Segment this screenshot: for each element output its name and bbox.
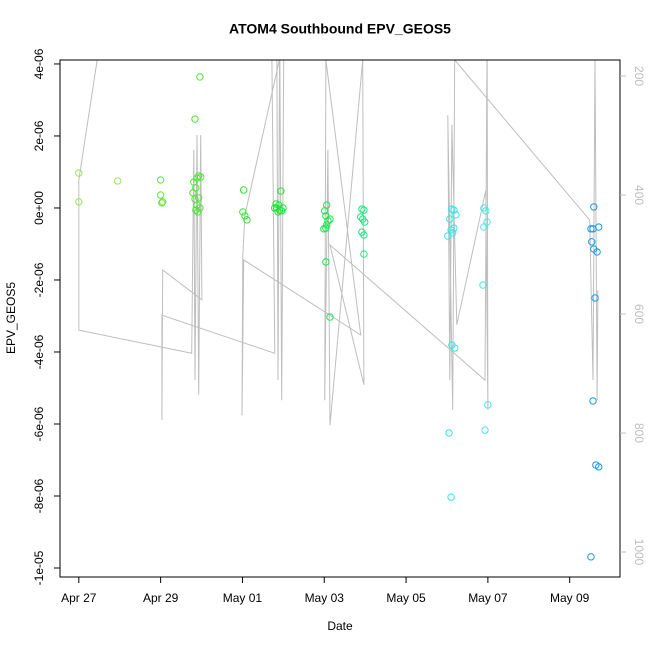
- point: [156, 191, 165, 199]
- point: [158, 198, 167, 206]
- point: [196, 204, 204, 212]
- y-tick-label: -6e-06: [32, 406, 46, 441]
- point: [271, 204, 279, 212]
- point: [239, 208, 247, 216]
- x-tick-label: May 09: [550, 591, 590, 605]
- point: [326, 313, 334, 321]
- point: [324, 217, 332, 225]
- pressure-line: [78, 60, 599, 426]
- point: [196, 73, 204, 81]
- point: [323, 221, 331, 229]
- point: [194, 194, 203, 202]
- point: [589, 397, 597, 405]
- point: [194, 208, 202, 216]
- point: [481, 426, 489, 434]
- point: [243, 216, 251, 224]
- point: [322, 258, 330, 266]
- y-tick-label: 4e-06: [32, 48, 46, 79]
- point: [595, 223, 603, 231]
- point: [279, 204, 287, 212]
- point: [360, 206, 368, 214]
- point: [192, 206, 200, 214]
- y-tick-label: 2e-06: [32, 120, 46, 151]
- point: [360, 250, 368, 258]
- plot-frame: [59, 59, 621, 578]
- point: [113, 177, 122, 185]
- x-tick-label: May 05: [386, 591, 426, 605]
- point: [191, 115, 199, 123]
- y-axis-label: EPV_GEOS5: [4, 282, 18, 354]
- y2-tick-label: 1000: [632, 539, 646, 566]
- point: [326, 215, 334, 223]
- point: [75, 169, 83, 177]
- y2-tick-label: 200: [632, 66, 646, 86]
- point: [445, 429, 453, 437]
- y-tick-label: -4e-06: [32, 334, 46, 369]
- point: [193, 174, 201, 182]
- point: [447, 493, 455, 501]
- y-tick-label: 0e+00: [32, 191, 46, 225]
- point: [444, 232, 452, 240]
- point: [480, 223, 488, 231]
- point: [483, 218, 491, 226]
- point: [241, 212, 249, 220]
- point: [75, 198, 83, 206]
- point: [156, 176, 165, 184]
- y2-tick-label: 800: [632, 423, 646, 443]
- point: [479, 281, 487, 289]
- point: [595, 463, 603, 471]
- point: [593, 248, 601, 256]
- point: [484, 401, 492, 409]
- point: [239, 186, 248, 194]
- y2-tick-label: 600: [632, 304, 646, 324]
- point: [361, 218, 369, 226]
- point: [591, 294, 599, 302]
- x-tick-label: Apr 27: [61, 591, 97, 605]
- point: [277, 187, 285, 195]
- point: [360, 231, 368, 239]
- point: [322, 224, 330, 232]
- x-tick-label: May 03: [305, 591, 345, 605]
- y2-tick-label: 400: [632, 185, 646, 205]
- point: [323, 201, 331, 209]
- point: [158, 199, 166, 207]
- y-tick-label: -2e-06: [32, 262, 46, 297]
- point: [450, 224, 458, 232]
- point: [450, 206, 458, 214]
- x-tick-label: May 01: [223, 591, 263, 605]
- y-tick-label: -1e-05: [32, 550, 46, 585]
- x-axis-label: Date: [327, 619, 353, 633]
- point: [588, 238, 596, 246]
- x-tick-label: Apr 29: [143, 591, 179, 605]
- chart-title: ATOM4 Southbound EPV_GEOS5: [229, 21, 451, 37]
- point: [192, 184, 200, 192]
- plot-area: [75, 60, 603, 561]
- point: [446, 215, 454, 223]
- point: [482, 207, 490, 215]
- point: [451, 344, 459, 352]
- point: [452, 211, 460, 219]
- point: [587, 225, 595, 233]
- x-tick-label: May 07: [468, 591, 508, 605]
- point: [587, 553, 595, 561]
- y-tick-label: -8e-06: [32, 478, 46, 513]
- point: [197, 173, 205, 181]
- point: [590, 203, 598, 211]
- point: [356, 213, 365, 221]
